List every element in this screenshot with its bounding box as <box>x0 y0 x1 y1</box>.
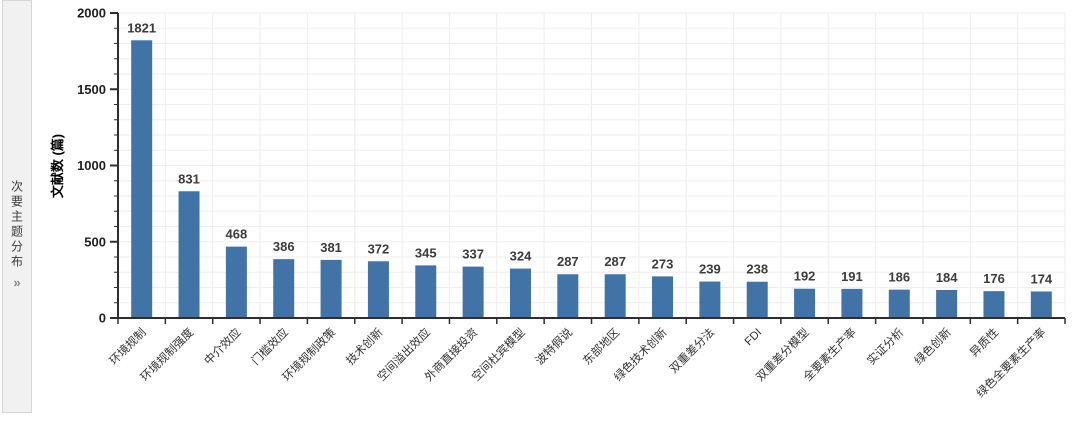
x-axis-label: 波特假说 <box>533 325 576 368</box>
bar-绿色全要素生产率[interactable] <box>1030 291 1052 318</box>
bar-环境规制[interactable] <box>131 40 153 319</box>
y-tick-label: 1000 <box>77 158 106 173</box>
bar-中介效应[interactable] <box>225 246 247 318</box>
bar-空间杜宾模型[interactable] <box>509 268 531 318</box>
x-axis-label: 门槛效应 <box>248 325 290 367</box>
bar-绿色创新[interactable] <box>936 289 958 318</box>
bar-value-label: 381 <box>320 240 342 255</box>
bar-value-label: 192 <box>794 269 816 284</box>
bar-环境规制强度[interactable] <box>178 191 200 318</box>
bar-value-label: 273 <box>652 256 674 271</box>
bar-技术创新[interactable] <box>367 261 389 318</box>
bar-波特假说[interactable] <box>557 274 579 318</box>
bar-value-label: 176 <box>983 271 1005 286</box>
bar-空间溢出效应[interactable] <box>415 265 437 318</box>
x-axis-label: 双重差分法 <box>666 325 717 376</box>
bar-双重差分法[interactable] <box>699 281 721 318</box>
bar-value-label: 238 <box>746 262 768 277</box>
y-tick-label: 2000 <box>77 6 106 21</box>
bar-value-label: 174 <box>1030 271 1052 286</box>
x-axis-label: 东部地区 <box>580 325 622 367</box>
bar-实证分析[interactable] <box>888 289 910 318</box>
side-panel-title: 次要主题分布 <box>9 179 24 270</box>
x-axis-label: 技术创新 <box>343 325 386 368</box>
bar-value-label: 287 <box>557 254 579 269</box>
bar-value-label: 337 <box>462 247 484 262</box>
bar-value-label: 186 <box>888 270 910 285</box>
bar-绿色技术创新[interactable] <box>652 276 674 318</box>
bar-value-label: 1821 <box>127 20 156 35</box>
y-tick-label: 500 <box>84 234 106 249</box>
bar-value-label: 372 <box>368 241 390 256</box>
secondary-topic-panel[interactable]: 次要主题分布 » <box>2 0 32 413</box>
x-axis-label: 环境规制 <box>106 325 148 367</box>
bar-异质性[interactable] <box>983 291 1005 318</box>
x-axis-label: 异质性 <box>967 325 1001 359</box>
bar-全要素生产率[interactable] <box>841 288 863 318</box>
bar-value-label: 287 <box>604 254 626 269</box>
bar-FDI[interactable] <box>746 281 768 318</box>
bar-value-label: 345 <box>415 245 437 260</box>
bar-value-label: 324 <box>510 249 532 264</box>
x-axis-label: 中介效应 <box>201 325 243 367</box>
bar-value-label: 468 <box>226 227 248 242</box>
bar-value-label: 831 <box>178 171 200 186</box>
bar-外商直接投资[interactable] <box>462 266 484 318</box>
x-axis-label: 绿色创新 <box>911 325 954 368</box>
bar-value-label: 191 <box>841 269 863 284</box>
y-tick-label: 1500 <box>77 82 106 97</box>
y-tick-label: 0 <box>99 311 106 326</box>
expand-chevron-icon[interactable]: » <box>13 274 21 290</box>
bar-双重差分模型[interactable] <box>794 288 816 318</box>
x-axis-label: 实证分析 <box>864 325 906 367</box>
bar-value-label: 184 <box>936 270 958 285</box>
bar-门槛效应[interactable] <box>273 259 295 318</box>
bar-value-label: 386 <box>273 239 295 254</box>
bar-value-label: 239 <box>699 262 721 277</box>
bar-环境规制政策[interactable] <box>320 259 342 318</box>
y-axis-title: 文献数 (篇) <box>50 134 65 198</box>
x-axis-label: FDI <box>743 327 765 349</box>
bar-东部地区[interactable] <box>604 274 626 318</box>
